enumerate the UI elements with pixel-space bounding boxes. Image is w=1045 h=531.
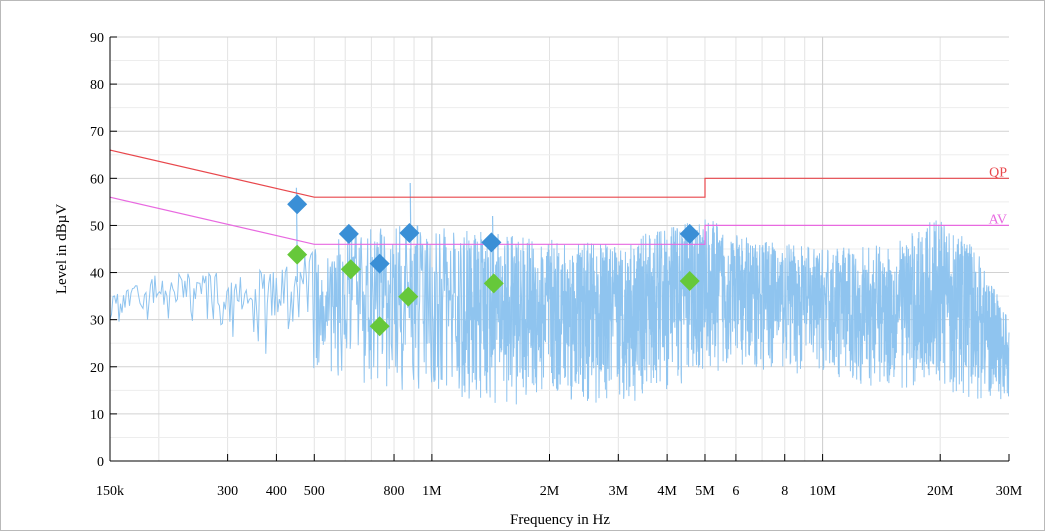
x-tick-label: 10M [809, 484, 836, 499]
x-tick-label: 5M [695, 484, 715, 499]
axes [109, 36, 1010, 462]
x-tick-label: 8 [781, 484, 788, 499]
x-axis-label: Frequency in Hz [510, 512, 610, 528]
limit-line-qp [109, 149, 1009, 198]
markers [287, 194, 700, 337]
limit-label-av: AV [989, 212, 1007, 227]
x-tick-label: 400 [266, 484, 287, 499]
y-tick-label: 70 [90, 125, 104, 140]
marker-av [483, 273, 504, 294]
y-tick-labels: 0 10 20 30 40 50 60 70 80 90 [90, 31, 104, 470]
marker-av [287, 244, 308, 265]
x-tick-label: 150k [96, 484, 124, 499]
x-tick-label: 30M [996, 484, 1023, 499]
marker-qp [679, 223, 700, 244]
y-tick-label: 50 [90, 219, 104, 234]
x-tick-label: 20M [927, 484, 954, 499]
x-tick-label: 800 [384, 484, 405, 499]
y-tick-label: 10 [90, 408, 104, 423]
marker-av [679, 271, 700, 292]
y-tick-label: 40 [90, 267, 104, 282]
marker-qp [399, 222, 420, 243]
y-tick-label: 30 [90, 314, 104, 329]
y-axis-label: Level in dBµV [54, 204, 70, 294]
x-tick-labels: 150k 300 400 500 800 1M 2M 3M 4M 5M 6 8 10M 20M 30M [96, 484, 1023, 499]
x-tick-label: 3M [609, 484, 629, 499]
x-tick-label: 1M [422, 484, 442, 499]
x-tick-label: 300 [217, 484, 238, 499]
marker-qp [338, 223, 359, 244]
marker-qp [481, 232, 502, 253]
y-tick-label: 80 [90, 78, 104, 93]
x-tick-label: 4M [657, 484, 677, 499]
y-tick-label: 0 [97, 455, 104, 470]
y-tick-label: 20 [90, 361, 104, 376]
marker-av [369, 316, 390, 337]
limit-label-qp: QP [989, 165, 1007, 180]
marker-av [340, 259, 361, 280]
y-tick-label: 90 [90, 31, 104, 46]
marker-qp [287, 194, 308, 215]
trace-peak [491, 216, 495, 311]
x-tick-label: 2M [540, 484, 560, 499]
trace-line [109, 219, 1010, 405]
x-tick-label: 6 [732, 484, 739, 499]
marker-av [398, 286, 419, 307]
limit-line-av [109, 196, 1009, 245]
marker-qp [369, 253, 390, 274]
y-tick-label: 60 [90, 172, 104, 187]
x-tick-label: 500 [304, 484, 325, 499]
limit-lines: QP AV [109, 149, 1009, 245]
